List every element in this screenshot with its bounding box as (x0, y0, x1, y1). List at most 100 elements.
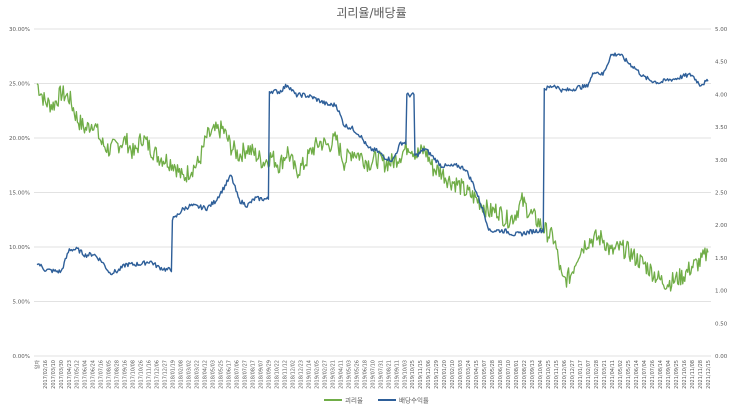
x-tick-label: 2018/08/17 (251, 360, 257, 389)
x-tick-label: 2019/12/29 (434, 360, 440, 389)
x-tick-label: 2019/04/11 (338, 360, 344, 389)
x-tick-label: 2019/10/25 (410, 360, 416, 389)
y-right-tick-label: 2.00 (715, 223, 728, 229)
x-tick-label: 2017/06/24 (91, 360, 97, 389)
x-tick-label: 2019/02/27 (322, 360, 328, 389)
x-tick-label: 2021/02/28 (594, 360, 600, 389)
y-left-tick-label: 25.00% (9, 82, 30, 88)
x-tick-label: 2018/03/02 (187, 360, 193, 389)
x-tick-label: 2021/12/15 (706, 360, 712, 389)
x-tick-label: 2017/06/04 (83, 360, 89, 389)
x-tick-label: 2018/05/25 (219, 360, 225, 389)
x-tick-label: 2021/08/14 (658, 360, 664, 389)
x-tick-label: 2019/02/05 (314, 360, 320, 389)
x-tick-label: 2019/07/31 (378, 360, 384, 389)
x-tick-label: 2017/10/08 (131, 360, 137, 389)
x-tick-label: 일자 (34, 360, 41, 370)
y-left-tick-label: 10.00% (9, 245, 30, 251)
x-tick-label: 2020/09/13 (530, 360, 536, 389)
y-left-tick-label: 0.00% (13, 354, 30, 360)
x-tick-label: 2021/06/14 (634, 360, 640, 389)
legend-label: 괴리율 (345, 396, 363, 405)
x-tick-label: 2017/12/27 (163, 360, 169, 389)
x-tick-label: 2018/04/12 (203, 360, 209, 389)
y-right-tick-label: 5.00 (715, 27, 728, 33)
x-tick-label: 2019/11/15 (418, 360, 424, 389)
x-tick-label: 2018/07/27 (243, 360, 249, 389)
x-tick-label: 2017/02/16 (43, 360, 49, 389)
x-tick-label: 2017/04/23 (67, 360, 73, 389)
x-tick-label: 2019/08/21 (386, 360, 392, 389)
y-right-tick-label: 4.00 (715, 92, 728, 98)
x-tick-label: 2021/05/25 (626, 360, 632, 389)
x-tick-label: 2018/03/22 (195, 360, 201, 389)
y-right-tick-label: 3.50 (715, 125, 728, 131)
x-tick-label: 2021/07/04 (642, 360, 648, 389)
x-tick-label: 2021/09/04 (666, 360, 672, 389)
x-tick-label: 2021/02/07 (586, 360, 592, 389)
x-tick-label: 2018/11/12 (282, 360, 288, 389)
x-tick-label: 2017/08/28 (115, 360, 121, 389)
x-tick-label: 2018/07/06 (235, 360, 241, 389)
legend: 괴리율 배당수익률 (324, 396, 429, 405)
x-tick-label: 2020/11/15 (554, 360, 560, 389)
x-tick-label: 2018/12/02 (290, 360, 296, 389)
x-tick-label: 2018/06/17 (227, 360, 233, 389)
x-tick-label: 2018/10/22 (274, 360, 280, 389)
x-tick-label: 2020/05/28 (490, 360, 496, 389)
y-right-tick-label: 1.00 (715, 289, 728, 295)
x-tick-label: 2018/05/03 (211, 360, 217, 389)
x-tick-label: 2021/11/28 (698, 360, 704, 389)
x-tick-label: 2017/07/16 (99, 360, 105, 389)
x-tick-label: 2021/05/02 (618, 360, 624, 389)
x-tick-label: 2020/08/22 (522, 360, 528, 389)
x-tick-label: 2020/12/06 (562, 360, 568, 389)
x-tick-label: 2020/05/07 (482, 360, 488, 389)
x-tick-label: 2017/12/06 (155, 360, 161, 389)
y-left-tick-label: 15.00% (9, 191, 30, 197)
x-tick-label: 2021/03/21 (602, 360, 608, 389)
y-left-tick-label: 30.00% (9, 27, 30, 33)
x-tick-label: 2021/04/11 (610, 360, 616, 389)
y-axis-right: 0.00 0.50 1.00 1.50 2.00 2.50 3.00 3.50 4.00 4.50… (715, 27, 728, 360)
x-tick-label: 2020/08/01 (514, 360, 520, 389)
x-tick-label: 2019/09/11 (394, 360, 400, 389)
x-tick-label: 2019/03/21 (330, 360, 336, 389)
y-right-tick-label: 3.00 (715, 158, 728, 164)
x-tick-label: 2020/03/24 (466, 360, 472, 389)
x-tick-label: 2018/01/19 (171, 360, 177, 389)
x-tick-label: 2017/08/05 (107, 360, 113, 389)
x-tick-label: 2021/11/08 (690, 360, 696, 389)
x-axis: 일자 2017/02/16 2017/03/10 2017/03/30 2017/04/… (34, 360, 712, 389)
x-tick-label: 2019/10/03 (402, 360, 408, 389)
series-line-dividend-yield (36, 52, 709, 276)
y-right-tick-label: 0.50 (715, 321, 728, 327)
x-tick-label: 2017/05/12 (75, 360, 81, 389)
legend-label: 배당수익률 (399, 396, 429, 405)
y-axis-left: 0.00% 5.00% 10.00% 15.00% 20.00% 25.00% 30.00% (9, 27, 30, 360)
x-tick-label: 2017/03/30 (59, 360, 65, 389)
x-tick-label: 2020/10/25 (546, 360, 552, 389)
x-tick-label: 2021/07/26 (650, 360, 656, 389)
series-layer (36, 52, 709, 292)
y-right-tick-label: 4.50 (715, 60, 728, 66)
x-tick-label: 2018/02/08 (179, 360, 185, 389)
x-tick-label: 2018/09/29 (267, 360, 273, 389)
x-tick-label: 2021/09/25 (674, 360, 680, 389)
y-right-tick-label: 2.50 (715, 191, 728, 197)
x-tick-label: 2020/03/03 (458, 360, 464, 389)
x-tick-label: 2017/09/16 (123, 360, 129, 389)
grid-lines (34, 28, 711, 357)
x-tick-label: 2020/12/27 (570, 360, 576, 389)
x-tick-label: 2021/10/16 (682, 360, 688, 389)
series-line-disparity (36, 83, 709, 292)
y-left-tick-label: 5.00% (13, 300, 30, 306)
x-tick-label: 2017/03/10 (51, 360, 57, 389)
x-tick-label: 2020/10/04 (538, 360, 544, 389)
x-tick-label: 2019/05/26 (354, 360, 360, 389)
x-tick-label: 2020/06/18 (498, 360, 504, 389)
y-left-tick-label: 20.00% (9, 136, 30, 142)
x-tick-label: 2017/10/26 (139, 360, 145, 389)
